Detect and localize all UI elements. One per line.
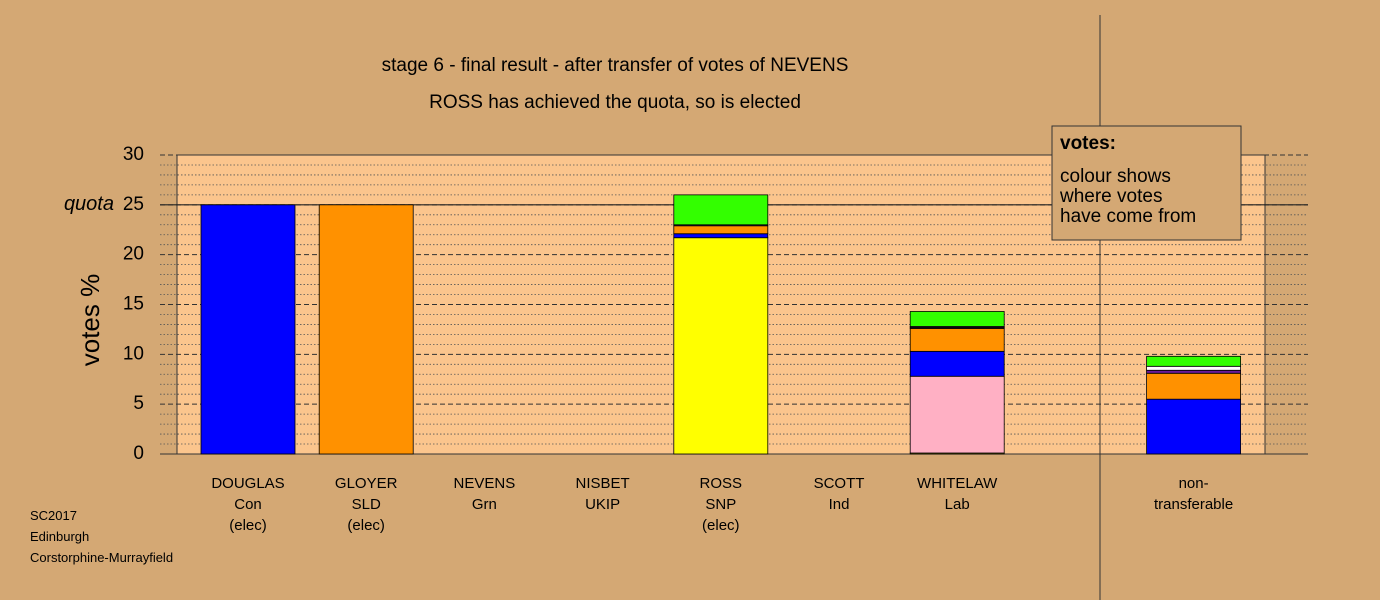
y-tick-label: 5	[133, 393, 144, 414]
quota-label: quota	[64, 193, 114, 215]
bar-segment	[318, 204, 414, 455]
bar-segment	[673, 194, 769, 226]
bar-segment	[1146, 365, 1241, 371]
y-tick-label: 25	[123, 194, 144, 215]
y-tick-label: 0	[133, 443, 144, 464]
y-tick-label: 10	[123, 343, 144, 364]
y-tick-label: 30	[123, 144, 144, 165]
legend-text: colour shows where votes have come from	[1060, 166, 1197, 227]
bar-segment	[1146, 372, 1241, 400]
x-tick-label: WHITELAW Lab	[917, 475, 998, 513]
x-tick-label: DOUGLAS Con (elec)	[211, 475, 285, 534]
bar-segment	[200, 204, 296, 455]
x-tick-label: NISBET UKIP	[575, 475, 630, 513]
bar-segment	[673, 233, 769, 239]
y-axis-label: votes %	[75, 274, 105, 367]
legend-box	[1051, 125, 1242, 241]
footnote: SC2017 Edinburgh Corstorphine-Murrayfiel…	[30, 508, 174, 565]
x-tick-label: NEVENS Grn	[453, 475, 516, 513]
y-tick-label: 15	[123, 294, 144, 315]
chart-subtitle: ROSS has achieved the quota, so is elect…	[429, 92, 801, 113]
bar-segment	[673, 225, 769, 235]
bar-segment	[909, 328, 1005, 352]
bar-segment	[909, 375, 1005, 454]
x-tick-label: non- transferable	[1153, 475, 1234, 513]
x-tick-label: SCOTT Ind	[813, 475, 865, 513]
bar-segment	[909, 350, 1005, 377]
bar-segment	[1146, 369, 1241, 374]
chart-title: stage 6 - final result - after transfer …	[382, 55, 849, 76]
legend-title: votes:	[1060, 133, 1116, 154]
x-tick-label: ROSS SNP (elec)	[699, 475, 743, 534]
bar-segment	[1146, 398, 1241, 455]
y-tick-label: 20	[123, 244, 144, 265]
x-tick-label: GLOYER SLD (elec)	[334, 475, 398, 534]
bars	[200, 194, 1241, 455]
bar-segment	[909, 311, 1005, 327]
bar-segment	[673, 237, 769, 455]
bar-segment	[1146, 355, 1241, 367]
